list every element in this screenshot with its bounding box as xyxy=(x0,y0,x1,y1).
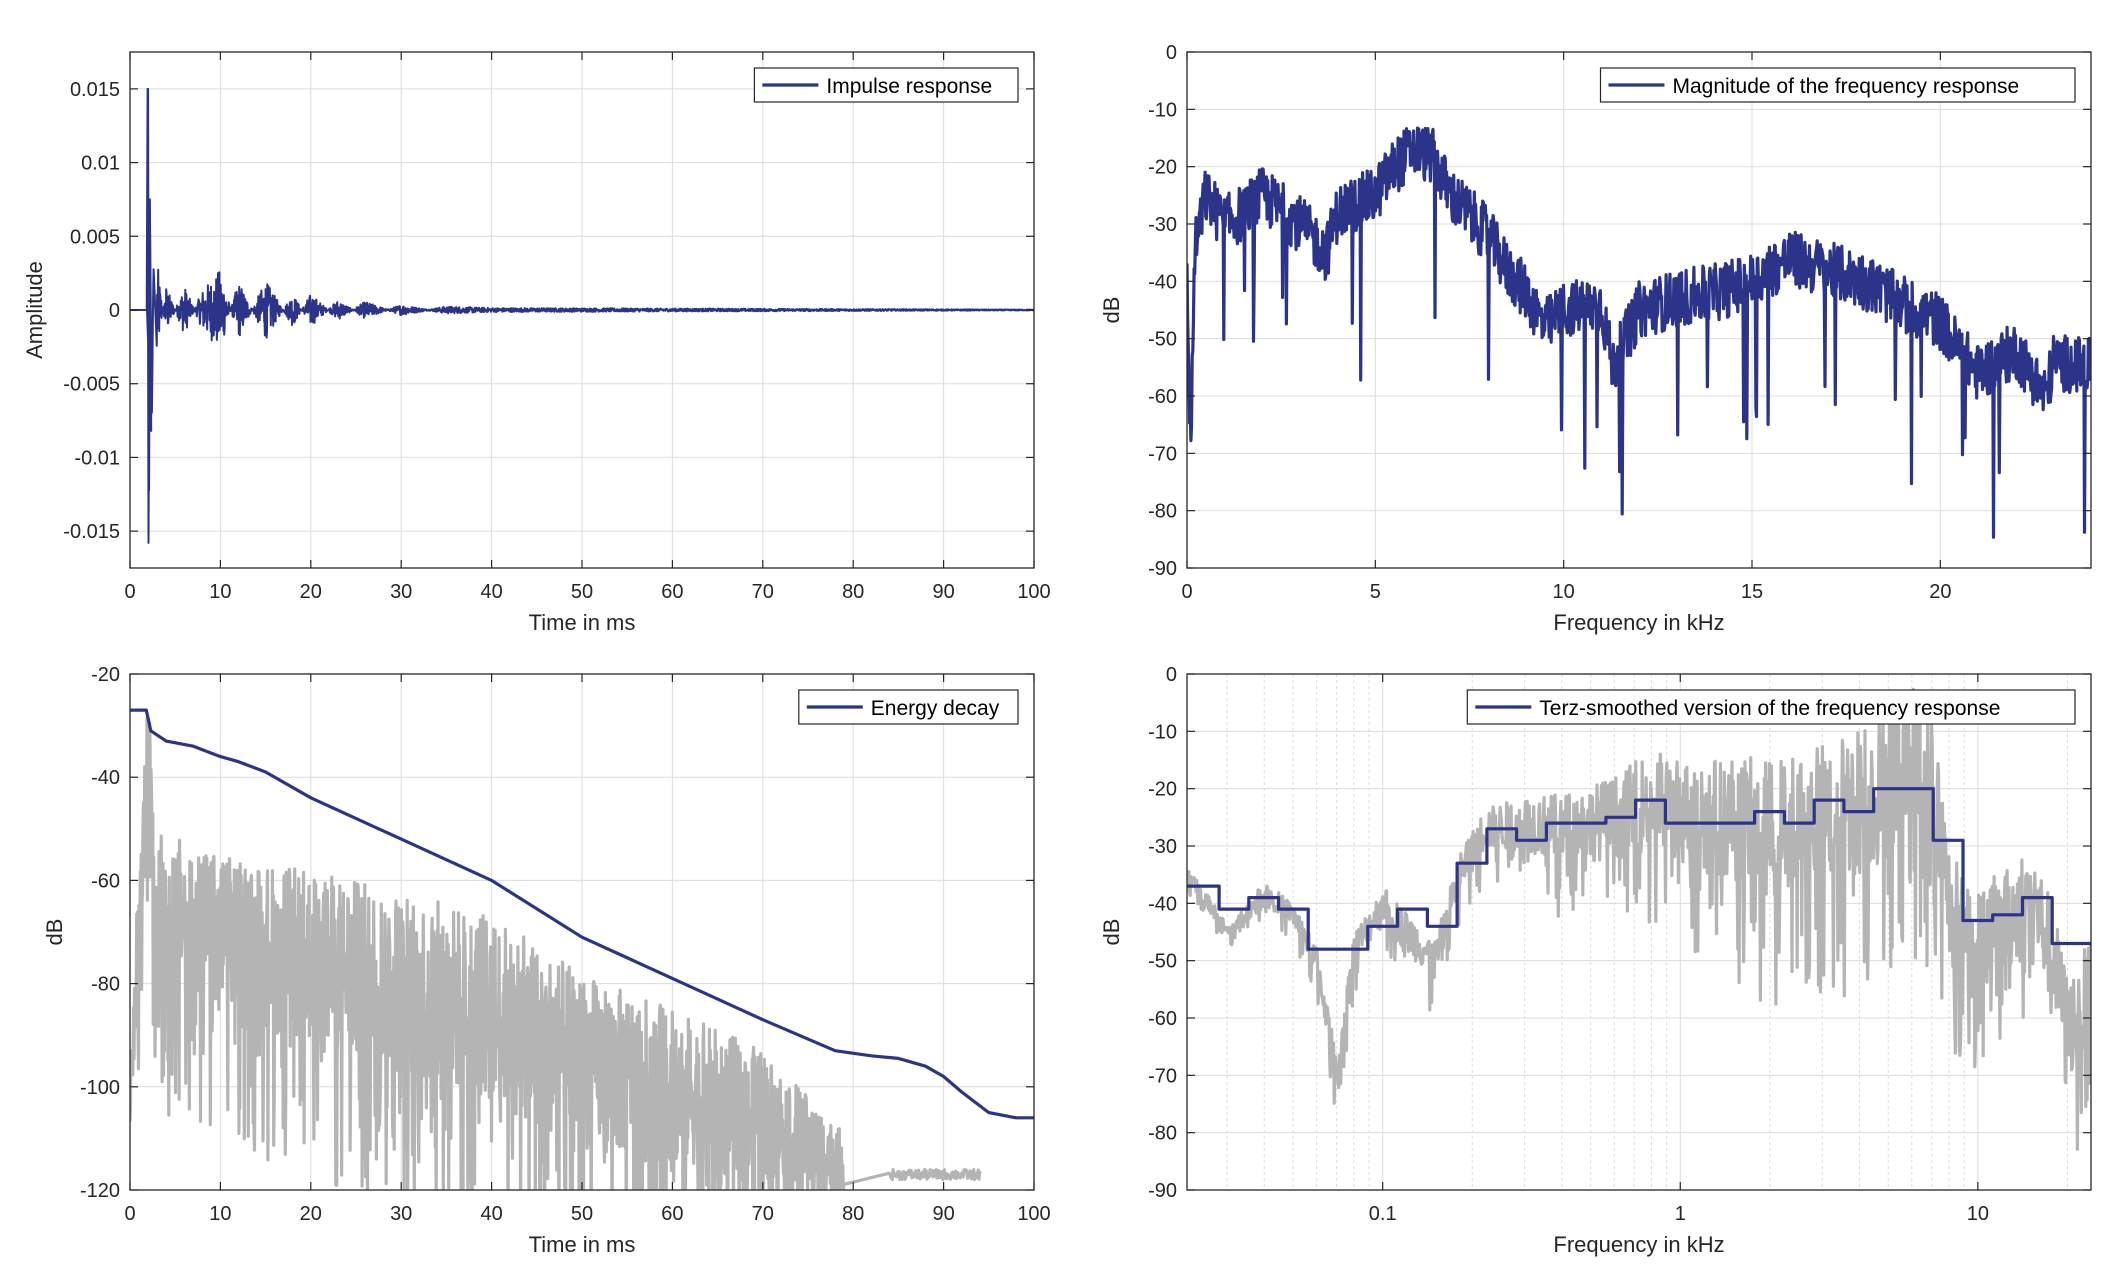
raw-signal-line xyxy=(130,716,982,1190)
x-tick-label: 0 xyxy=(124,1203,135,1225)
y-tick-label: -100 xyxy=(80,1077,120,1099)
x-tick-label: 70 xyxy=(752,581,774,603)
legend-label: Energy decay xyxy=(871,697,1000,720)
x-tick-label: 60 xyxy=(661,581,683,603)
x-tick-label: 40 xyxy=(480,1203,502,1225)
x-tick-label: 100 xyxy=(1017,1203,1050,1225)
x-axis-label: Time in ms xyxy=(529,610,636,635)
axes-frame xyxy=(1186,673,2092,1191)
y-tick-label: -40 xyxy=(91,767,120,789)
x-tick-label: 90 xyxy=(932,581,954,603)
y-tick-label: 0.01 xyxy=(81,153,120,175)
y-tick-label: -80 xyxy=(1148,1123,1177,1145)
series-line xyxy=(1187,126,2091,539)
y-tick-label: 0.015 xyxy=(70,79,120,101)
x-tick-label: 90 xyxy=(932,1203,954,1225)
x-axis-label: Frequency in kHz xyxy=(1553,610,1724,635)
y-tick-label: -0.01 xyxy=(74,447,120,469)
x-tick-label: 80 xyxy=(842,581,864,603)
y-axis-label: dB xyxy=(42,919,67,946)
plot-area xyxy=(130,708,1034,1190)
energy-decay-plot: 0 10 20 30 40 50 60 70 80 90 100 -20 -40 -60 -80 -100 -1… xyxy=(42,664,1051,1257)
magnitude-response-plot: 0 5 10 15 20 0 -10 -20 -30 -40 -50 -60 -70 -80 -90 Freq… xyxy=(1099,42,2092,635)
x-tick-label: 100 xyxy=(1017,581,1050,603)
y-tick-label: 0.005 xyxy=(70,226,120,248)
x-tick-label: 70 xyxy=(752,1203,774,1225)
y-tick-label: -10 xyxy=(1148,721,1177,743)
y-tick-label: -30 xyxy=(1148,214,1177,236)
y-tick-label: -90 xyxy=(1148,1180,1177,1202)
raw-signal-line xyxy=(1187,687,2091,1151)
y-tick-label: -60 xyxy=(1148,386,1177,408)
legend-label: Magnitude of the frequency response xyxy=(1673,75,2020,98)
axes-frame xyxy=(1186,51,2092,569)
series-line xyxy=(130,87,1034,544)
legend-box xyxy=(1599,67,2076,103)
legend-label: Impulse response xyxy=(826,75,992,98)
x-tick-label: 0 xyxy=(1181,581,1192,603)
series-line xyxy=(130,708,1034,1120)
x-tick-label: 60 xyxy=(661,1203,683,1225)
x-tick-label: 1 xyxy=(1675,1203,1686,1225)
x-tick-label: 0 xyxy=(124,581,135,603)
x-tick-label: 40 xyxy=(480,581,502,603)
y-tick-label: -40 xyxy=(1148,271,1177,293)
y-tick-label: -80 xyxy=(91,974,120,996)
x-tick-label: 50 xyxy=(571,1203,593,1225)
y-tick-label: 0 xyxy=(109,300,120,322)
x-tick-label: 10 xyxy=(209,1203,231,1225)
y-tick-label: 0 xyxy=(1166,664,1177,686)
y-tick-label: -120 xyxy=(80,1180,120,1202)
y-tick-label: -60 xyxy=(91,870,120,892)
y-axis-label: dB xyxy=(1099,297,1124,324)
y-tick-label: -50 xyxy=(1148,951,1177,973)
legend-label: Terz-smoothed version of the frequency r… xyxy=(1539,697,2000,720)
y-tick-label: -30 xyxy=(1148,836,1177,858)
x-tick-label: 80 xyxy=(842,1203,864,1225)
y-axis-label: dB xyxy=(1099,919,1124,946)
terz-smoothed-plot: 0.1 1 10 0 -10 -20 -30 -40 -50 -60 -70 -80 -90 Freque… xyxy=(1099,664,2092,1257)
y-tick-label: -40 xyxy=(1148,893,1177,915)
x-tick-label: 20 xyxy=(1929,581,1951,603)
x-tick-label: 50 xyxy=(571,581,593,603)
y-tick-label: -20 xyxy=(91,664,120,686)
x-tick-label: 10 xyxy=(1967,1203,1989,1225)
x-tick-label: 30 xyxy=(390,581,412,603)
plot-area xyxy=(1187,687,2091,1151)
x-tick-label: 10 xyxy=(209,581,231,603)
plot-area xyxy=(1187,126,2091,539)
y-tick-label: -0.015 xyxy=(63,521,120,543)
x-tick-label: 0.1 xyxy=(1369,1203,1397,1225)
series-line xyxy=(1187,787,2091,951)
x-tick-label: 15 xyxy=(1741,581,1763,603)
impulse-response-plot: 0 10 20 30 40 50 60 70 80 90 100 0.015 0.01 0.005 0 -0.… xyxy=(22,51,1051,635)
y-axis-label: Amplitude xyxy=(22,261,47,359)
x-tick-label: 20 xyxy=(300,1203,322,1225)
x-tick-label: 5 xyxy=(1370,581,1381,603)
x-tick-label: 10 xyxy=(1553,581,1575,603)
y-tick-label: -10 xyxy=(1148,99,1177,121)
x-tick-label: 30 xyxy=(390,1203,412,1225)
y-tick-label: -20 xyxy=(1148,779,1177,801)
legend-box xyxy=(1466,689,2076,725)
y-tick-label: -20 xyxy=(1148,157,1177,179)
y-tick-label: -0.005 xyxy=(63,374,120,396)
y-tick-label: 0 xyxy=(1166,42,1177,64)
y-tick-label: -70 xyxy=(1148,1065,1177,1087)
y-tick-label: -90 xyxy=(1148,558,1177,580)
x-tick-label: 20 xyxy=(300,581,322,603)
y-tick-label: -80 xyxy=(1148,501,1177,523)
x-axis-label: Frequency in kHz xyxy=(1553,1232,1724,1257)
y-tick-label: -70 xyxy=(1148,443,1177,465)
plot-area xyxy=(130,87,1034,544)
y-tick-label: -50 xyxy=(1148,329,1177,351)
y-tick-label: -60 xyxy=(1148,1008,1177,1030)
x-axis-label: Time in ms xyxy=(529,1232,636,1257)
